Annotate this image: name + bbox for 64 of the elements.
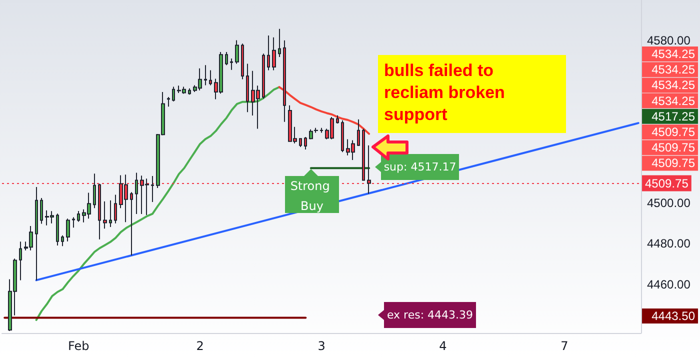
line-series [35,86,280,322]
text: 4534.25 [652,47,696,61]
candlestick [209,70,212,86]
annotation: Strong Buy [290,179,334,213]
candlestick [235,40,239,64]
note-box: bulls failed to recliam broken support [378,55,566,133]
y-tick-label: 4460.00 [647,277,691,292]
candlestick [230,58,233,70]
candlestick [336,114,339,124]
candlestick [304,136,307,150]
text: 4534.25 [652,94,696,108]
candlestick [283,40,286,122]
candlestick [246,63,249,113]
annotation: sup: 4517.17 [384,160,456,174]
candlestick [267,35,270,71]
x-tick-label: 3 [318,339,326,353]
x-tick-label: 4 [439,339,447,353]
candlestick [357,118,360,146]
candlestick [93,173,96,209]
candlestick [341,120,344,153]
candlestick [103,200,107,230]
candlestick [72,216,75,228]
text: 4517.25 [652,109,696,124]
x-tick-label: Feb [68,339,90,353]
text: 4509.75 [652,125,696,139]
text: 4443.50 [652,309,696,323]
candlestick [19,241,22,281]
candlestick [225,51,228,66]
candlestick [167,96,170,108]
candlestick [66,218,70,242]
x-tick-label: 2 [196,339,204,353]
annotation: bulls failed to recliam broken support [384,60,506,126]
y-tick-label: 4500.00 [647,196,691,210]
candlestick [114,194,117,224]
candlestick [314,127,318,134]
candlestick [188,88,191,96]
candlestick [272,36,276,71]
y-tick-label: 4580.00 [647,34,691,48]
candlestick [40,197,43,224]
candlestick [362,128,365,181]
text: 4534.25 [652,78,696,92]
annotation: ex res: 4443.39 [386,308,474,322]
ref-line-label: 4509.75 [645,176,689,190]
candlestick [56,213,59,246]
candlestick [61,234,64,247]
y-tick-label: 4480.00 [647,236,691,251]
candlestick [77,210,80,222]
text: 4534.25 [652,62,696,77]
candlestick [130,192,133,256]
candlestick [262,53,265,100]
candlestick [204,64,207,86]
candlestick [172,86,175,102]
candlestick [299,138,302,148]
candlestick [109,200,112,228]
candlestick [241,43,244,80]
candlestick [320,127,323,134]
x-tick-label: 7 [560,339,568,353]
line-series [278,86,370,135]
candlestick [309,128,313,140]
candlestick [135,172,138,215]
text: 4509.75 [652,156,696,170]
candlestick [278,28,281,58]
text: 4509.75 [652,140,696,155]
candlestick [35,186,38,281]
